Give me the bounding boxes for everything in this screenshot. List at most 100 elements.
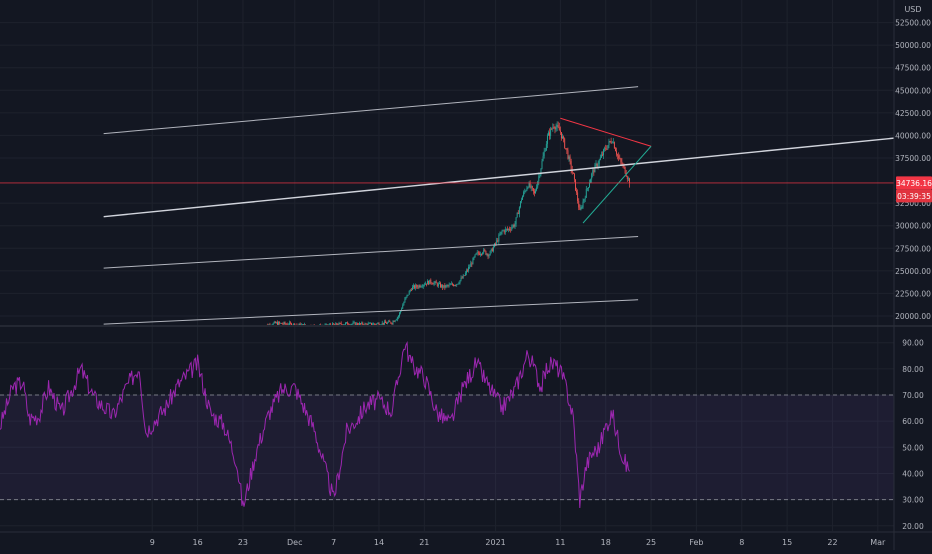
candle-body [543,151,545,157]
candle-body [538,175,540,182]
candle [461,276,463,279]
candle-body [599,157,601,160]
candle [272,322,274,325]
candle [468,264,470,273]
candle [273,320,275,324]
candle [360,322,362,325]
candle [296,323,298,325]
candle-body [515,217,517,225]
candle [614,147,616,152]
candle-body [566,148,568,151]
candle-body [498,235,500,242]
candle [590,178,592,184]
candle [411,284,413,291]
candle [570,158,572,174]
candle [336,322,338,325]
candle [567,147,569,160]
time-tick-label: Feb [689,538,703,547]
candle-body [359,323,360,325]
candle-body [582,201,584,208]
candle-body [500,231,502,235]
candle-body [414,285,416,289]
candle-body [346,322,348,324]
candle-body [410,289,412,291]
candle [472,257,474,265]
candle-body [370,322,372,325]
candle-body [451,283,453,285]
triangle-support[interactable] [582,145,652,224]
candle [402,303,404,310]
time-tick-label: Mar [870,538,886,547]
candle-body [450,283,452,285]
candle-body [576,190,578,193]
candle [393,320,395,322]
candle [516,212,518,218]
candle [391,322,393,325]
lower-channel-line[interactable] [103,236,639,269]
candle [603,148,605,160]
candle-body [573,173,575,180]
candle [283,321,285,325]
candle-body [388,321,390,323]
candle [602,151,603,157]
candle-body [434,281,436,283]
candle-body [496,240,498,244]
candle-body [269,324,271,325]
candle [382,322,384,325]
triangle-resistance[interactable] [560,117,652,147]
candle-body [334,324,336,325]
candle [438,281,440,285]
bottom-channel-line[interactable] [103,299,639,325]
candle-body [363,324,365,325]
candle [286,322,288,325]
candle-body [626,176,628,179]
candle [478,251,480,256]
candle-body [401,308,403,311]
price-tick-label: 27500.00 [895,244,931,253]
candle-body [469,266,471,268]
rsi-tick-label: 30.00 [902,496,924,505]
candle-body [366,324,368,325]
candle [586,187,588,192]
trend-lines [103,86,894,325]
candle [434,280,436,286]
upper-channel-line[interactable] [103,86,639,135]
candle-body [529,182,531,188]
candle-body [317,327,318,328]
candle-body [352,322,354,324]
candle [381,320,383,325]
candle [591,172,593,183]
middle-channel-line[interactable] [103,137,894,218]
candle [550,126,552,140]
candle-body [373,323,375,325]
candle-body [462,275,464,279]
candle [279,321,281,325]
candle [364,322,366,325]
candle [576,187,578,195]
candle-body [374,323,376,325]
candle-body [323,327,324,328]
candle-body [415,285,417,289]
candle [608,138,610,149]
candle-body [369,322,371,324]
candle-body [619,158,621,160]
candle-body [341,324,343,325]
candle-body [447,285,449,287]
candle-body [516,212,518,218]
candle [351,323,353,325]
candle-body [378,323,380,325]
candle [317,327,318,329]
candle [568,155,570,162]
candle [337,323,339,325]
candle-body [426,283,427,285]
candle [345,321,346,325]
candle [617,153,619,160]
candle-body [590,179,592,184]
candle-body [531,186,533,189]
candle-body [474,254,476,258]
candle [356,322,358,325]
candle-body [488,255,490,257]
candle-body [411,286,413,291]
candle [304,322,305,325]
candle [529,180,531,189]
